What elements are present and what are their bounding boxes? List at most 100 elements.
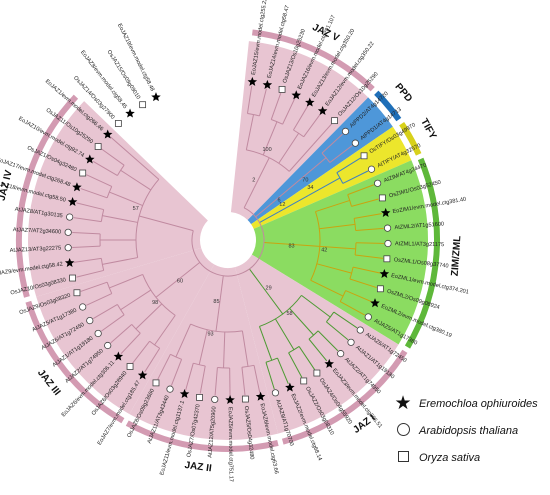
support-value: 83 <box>288 244 294 250</box>
support-value: 12 <box>279 202 285 208</box>
branch-line <box>298 346 316 370</box>
branch-line <box>214 367 218 396</box>
star-marker <box>67 196 78 207</box>
branch-line <box>352 266 381 274</box>
branch-line <box>355 227 384 232</box>
legend: ★ Eremochloa ophiuroides Arabidopsis tha… <box>394 390 544 471</box>
branch-line <box>319 245 356 250</box>
circle-marker <box>104 341 112 350</box>
branch-line <box>310 279 344 297</box>
branch-line <box>135 303 163 330</box>
circle-marker <box>383 224 392 232</box>
clade-ring <box>399 122 422 156</box>
branch-line <box>355 242 384 244</box>
branch-line <box>198 329 208 365</box>
legend-item-eremochloa: ★ Eremochloa ophiuroides <box>394 390 544 417</box>
square-marker <box>126 363 134 370</box>
branch-line <box>301 294 331 318</box>
branch-line <box>131 155 160 180</box>
circle-icon <box>394 422 412 439</box>
support-value: 42 <box>321 248 327 254</box>
branch-line <box>317 330 339 352</box>
leaf-markers <box>64 76 392 405</box>
branch-line <box>315 199 350 213</box>
branch-line <box>110 324 133 344</box>
star-marker <box>64 257 75 268</box>
branch-line <box>298 157 327 182</box>
branch-line <box>270 93 282 120</box>
branch-line <box>308 338 328 362</box>
circle-marker <box>384 239 392 248</box>
circle-marker <box>364 313 372 321</box>
branch-line <box>155 275 183 298</box>
branch-line <box>223 331 226 368</box>
branch-line <box>219 275 224 298</box>
branch-line <box>289 308 315 336</box>
branch-line <box>170 359 183 386</box>
branch-line <box>336 157 361 174</box>
star-marker <box>72 182 82 192</box>
branch-line <box>339 301 366 316</box>
leaf-label: AtZML2/AT1g51600 <box>394 221 444 231</box>
branch-line <box>245 114 255 150</box>
branch-line <box>76 202 104 211</box>
branch-line <box>342 170 369 184</box>
branch-line <box>278 194 309 213</box>
circle-marker <box>341 127 350 135</box>
branch-line <box>175 323 192 358</box>
branch-line <box>92 160 118 176</box>
branch-line <box>101 314 125 332</box>
star-icon: ★ <box>394 393 412 414</box>
branch-line <box>333 311 358 329</box>
circle-marker <box>79 303 87 311</box>
star-marker <box>113 351 124 361</box>
clade-ring <box>251 29 375 92</box>
branch-line <box>154 315 176 346</box>
branch-line <box>288 144 314 172</box>
branch-line <box>80 281 108 292</box>
branch-line <box>285 243 320 247</box>
star-marker <box>324 358 334 368</box>
branch-line <box>199 365 206 394</box>
branch-line <box>319 223 356 230</box>
star-marker <box>380 207 391 217</box>
circle-marker <box>211 395 219 404</box>
branch-line <box>243 187 255 209</box>
star-marker <box>179 388 190 399</box>
branch-line <box>72 232 101 235</box>
star-marker <box>379 268 390 278</box>
star-marker <box>85 154 95 164</box>
branch-line <box>76 269 104 278</box>
branch-arc <box>271 119 283 125</box>
branch-line <box>329 145 353 163</box>
circle-marker <box>64 228 72 236</box>
circle-marker <box>347 338 355 346</box>
branch-line <box>120 332 141 354</box>
square-icon <box>394 450 412 465</box>
branch-line <box>351 198 379 207</box>
branch-line <box>345 290 372 303</box>
support-values: 100 70 34 42 58 93 98 57 2 612 83 29 85 60 <box>133 147 328 337</box>
clade-label: ZIM/ZML <box>450 235 464 276</box>
support-value: 85 <box>213 299 219 305</box>
support-value: 2 <box>252 177 255 183</box>
branch-line <box>246 85 253 114</box>
square-marker <box>378 194 386 202</box>
branch-line <box>326 321 349 341</box>
star-marker <box>255 391 266 401</box>
leaf-label: EoJAZ5/evm.model.ctg751.17 <box>227 407 234 482</box>
star-marker <box>137 370 148 380</box>
branch-arc <box>293 129 304 138</box>
branch-line <box>86 293 112 306</box>
clade-ring <box>374 90 402 122</box>
branch-line <box>262 121 278 156</box>
clade-sector <box>235 254 399 434</box>
clade-rings <box>16 29 440 452</box>
branch-line <box>157 354 171 380</box>
branch-line <box>86 174 112 187</box>
square-marker <box>313 369 321 377</box>
circle-marker <box>94 329 102 338</box>
branch-line <box>349 278 377 289</box>
clade-ring <box>404 157 440 349</box>
